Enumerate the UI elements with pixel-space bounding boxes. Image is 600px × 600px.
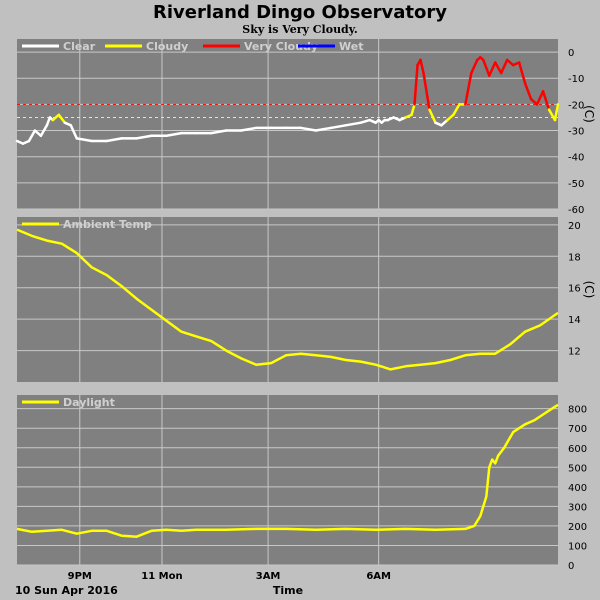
y-tick-label: -10 bbox=[568, 74, 584, 85]
sky-temp-segment bbox=[505, 58, 515, 67]
sky-temp-segment bbox=[529, 97, 539, 106]
y-tick-label: 600 bbox=[568, 444, 587, 455]
y-unit-label: (C) bbox=[582, 281, 596, 299]
y-tick-label: 0 bbox=[568, 48, 574, 59]
legend-label: Clear bbox=[63, 40, 96, 53]
sky-temp-segment bbox=[493, 61, 503, 75]
sky-temp-segment bbox=[69, 124, 79, 140]
sky-temp-segment bbox=[488, 61, 497, 77]
sky-temp-segment bbox=[482, 58, 491, 77]
x-tick-label: 11 Mon bbox=[141, 571, 182, 582]
sky-temp-segment bbox=[547, 108, 557, 122]
sky-temp-segment bbox=[517, 61, 527, 85]
legend-label: Ambient Temp bbox=[63, 218, 152, 231]
sky-temp-segment bbox=[428, 108, 437, 124]
panel-cloud-bg bbox=[17, 39, 558, 209]
sky-temp-segment bbox=[329, 124, 348, 130]
y-tick-label: 0 bbox=[568, 561, 574, 572]
y-tick-label: 300 bbox=[568, 502, 587, 513]
sky-temp-segment bbox=[57, 113, 67, 124]
sky-temp-segment bbox=[75, 137, 93, 143]
sky-temp-segment bbox=[299, 126, 318, 132]
sky-temp-segment bbox=[464, 71, 473, 106]
sky-temp-segment bbox=[410, 103, 416, 117]
sky-temp-segment bbox=[314, 126, 333, 132]
sky-temp-segment bbox=[523, 82, 533, 101]
y-tick-label: 14 bbox=[568, 315, 581, 326]
y-tick-label: 200 bbox=[568, 522, 587, 533]
sky-temp-segment bbox=[422, 71, 431, 111]
sky-temp-segment bbox=[135, 134, 153, 140]
x-tick-label: 9PM bbox=[68, 571, 92, 582]
panel-daylight-bg bbox=[17, 395, 558, 565]
y-tick-label: 20 bbox=[568, 221, 581, 232]
sky-temp-segment bbox=[440, 118, 449, 127]
legend-label: Very Cloudy bbox=[244, 40, 318, 53]
sky-temp-segment bbox=[499, 58, 509, 75]
chart-title: Riverland Dingo Observatory bbox=[152, 2, 448, 23]
sky-temp-segment bbox=[239, 126, 258, 132]
y-tick-label: -60 bbox=[568, 205, 584, 216]
sky-temp-segment bbox=[359, 118, 371, 124]
y-tick-label: 800 bbox=[568, 405, 587, 416]
sky-temp-segment bbox=[413, 63, 419, 106]
y-tick-label: 16 bbox=[568, 284, 581, 295]
legend-label: Cloudy bbox=[146, 40, 188, 53]
sky-temp-segment bbox=[446, 113, 455, 122]
date-label: 10 Sun Apr 2016 bbox=[15, 584, 118, 597]
y-tick-label: -40 bbox=[568, 153, 584, 164]
panel-temp-bg bbox=[17, 217, 558, 382]
sky-status: Sky is Very Cloudy. bbox=[242, 23, 358, 36]
sky-temp-segment bbox=[165, 131, 183, 138]
y-tick-label: -30 bbox=[568, 127, 584, 138]
y-tick-label: -20 bbox=[568, 100, 584, 111]
sky-temp-segment bbox=[51, 113, 61, 122]
x-tick-label: 3AM bbox=[256, 571, 281, 582]
x-tick-label: 6AM bbox=[366, 571, 391, 582]
y-tick-label: 700 bbox=[568, 424, 587, 435]
legend-label: Wet bbox=[339, 40, 363, 53]
y-unit-label: (C) bbox=[582, 105, 596, 123]
y-tick-label: -50 bbox=[568, 179, 584, 190]
sky-temp-segment bbox=[33, 129, 43, 138]
sky-temp-segment bbox=[27, 129, 37, 143]
sky-temp-segment bbox=[45, 116, 52, 127]
ambient-temp-line bbox=[16, 228, 559, 371]
sky-temp-segment bbox=[344, 121, 362, 127]
sky-temp-segment bbox=[470, 58, 479, 75]
daylight-line bbox=[16, 403, 559, 538]
y-tick-label: 500 bbox=[568, 463, 587, 474]
sky-temp-segment bbox=[553, 103, 560, 122]
sky-temp-segment bbox=[452, 103, 461, 117]
y-tick-label: 400 bbox=[568, 483, 587, 494]
sky-temp-segment bbox=[541, 90, 551, 111]
legend-label: Daylight bbox=[63, 396, 115, 409]
sky-temp-segment bbox=[210, 129, 228, 135]
y-tick-label: 12 bbox=[568, 347, 581, 358]
sky-temp-segment bbox=[105, 137, 123, 143]
y-tick-label: 100 bbox=[568, 541, 587, 552]
y-tick-label: 18 bbox=[568, 252, 581, 263]
sky-temp-segment bbox=[39, 124, 49, 138]
sky-temp-segment bbox=[419, 58, 425, 75]
sky-temp-segment bbox=[535, 90, 545, 106]
x-axis-label: Time bbox=[273, 584, 303, 597]
